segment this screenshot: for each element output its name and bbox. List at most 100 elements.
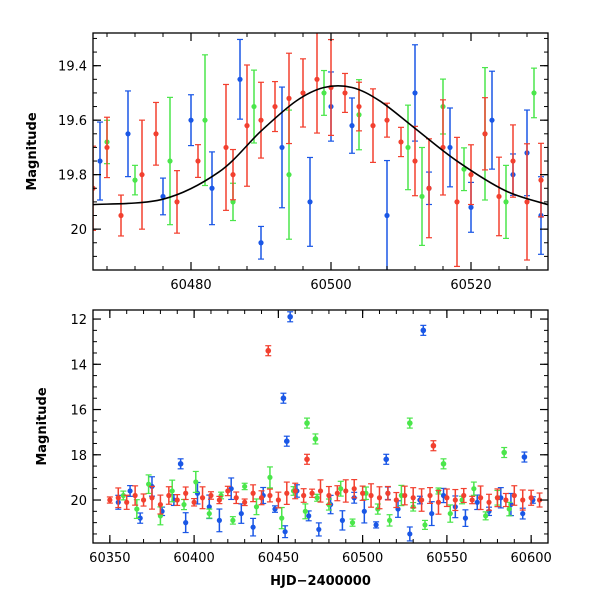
data-point (503, 497, 509, 503)
data-point (469, 497, 475, 503)
data-point (230, 199, 236, 205)
y-tick-label: 18 (70, 449, 87, 464)
data-point (139, 172, 145, 178)
data-point (520, 497, 526, 503)
data-point (405, 144, 411, 151)
data-point (206, 510, 212, 517)
data-point (531, 90, 537, 96)
data-point (361, 508, 367, 514)
data-point (258, 495, 265, 501)
y-tick-label: 19.4 (58, 60, 87, 75)
data-point (258, 117, 264, 123)
data-point (267, 474, 273, 480)
data-point (195, 158, 201, 164)
data-point (279, 144, 285, 151)
data-point (304, 420, 310, 426)
data-point (242, 483, 248, 490)
data-point (292, 488, 298, 494)
data-point (384, 212, 390, 219)
series-2 (104, 54, 537, 247)
data-point (209, 185, 215, 191)
data-point (334, 490, 340, 496)
data-point (312, 436, 319, 442)
data-point (282, 529, 288, 535)
data-point (167, 158, 173, 164)
plot-frame (92, 32, 549, 271)
data-point (430, 442, 437, 449)
data-point (420, 327, 427, 334)
data-point (216, 497, 222, 503)
data-point (225, 488, 231, 494)
x-tick-label: 60350 (89, 551, 130, 566)
plot-area (93, 33, 548, 270)
data-point (317, 488, 324, 494)
data-point (244, 123, 250, 129)
data-point (427, 492, 433, 499)
data-point (474, 499, 480, 505)
y-tick-label: 19.6 (58, 114, 87, 129)
data-point (258, 240, 264, 246)
data-point (407, 420, 413, 426)
data-point (419, 497, 425, 503)
data-point (216, 517, 222, 523)
data-point (307, 199, 313, 205)
data-point (536, 497, 543, 503)
data-point (272, 506, 278, 512)
data-point (501, 449, 507, 456)
data-point (343, 488, 349, 494)
data-point (237, 76, 243, 82)
y-axis-title: Magnitude (35, 387, 50, 466)
data-point (422, 522, 428, 528)
y-tick-label: 12 (70, 313, 87, 328)
data-point (398, 139, 404, 145)
data-point (286, 172, 292, 178)
plot-area (106, 311, 543, 542)
data-point (125, 131, 131, 137)
series-2 (120, 466, 513, 530)
data-point (104, 144, 110, 151)
plot-frame (92, 309, 549, 544)
data-point (177, 461, 184, 467)
panel-2: 60350 60400 60450 60500 60550 60600 12 14 16 18 20… (35, 309, 552, 589)
data-point (407, 531, 413, 537)
x-tick-label: 60520 (450, 278, 491, 293)
data-point (97, 158, 103, 164)
data-point (127, 488, 133, 494)
data-point (454, 199, 460, 205)
data-point (384, 117, 390, 123)
data-point (300, 90, 306, 96)
data-point (383, 456, 390, 463)
data-point (199, 495, 206, 501)
data-point (242, 499, 248, 505)
data-point (283, 438, 290, 445)
data-point (483, 513, 489, 519)
data-point (166, 492, 172, 499)
x-tick-label: 60500 (342, 551, 383, 566)
data-point (146, 481, 152, 487)
data-point (368, 492, 374, 499)
data-point (118, 212, 124, 219)
data-point (338, 486, 344, 492)
data-point (489, 117, 495, 123)
data-point (181, 501, 187, 508)
x-tick-label: 60600 (510, 551, 551, 566)
data-point (230, 172, 236, 178)
data-point (267, 492, 273, 499)
y-tick-label: 14 (70, 358, 87, 373)
y-tick-label: 20 (70, 494, 87, 509)
data-point (316, 526, 322, 533)
model-curve (93, 84, 548, 206)
data-point (444, 495, 450, 501)
data-point (206, 504, 212, 510)
data-point (115, 495, 121, 501)
data-point (188, 117, 194, 123)
data-point (376, 495, 383, 501)
data-point (342, 90, 348, 96)
data-point (429, 510, 435, 517)
data-point (524, 199, 530, 205)
data-point (386, 517, 393, 523)
data-point (169, 488, 175, 494)
data-point (506, 506, 512, 512)
data-point (314, 76, 320, 82)
data-point (238, 510, 244, 517)
